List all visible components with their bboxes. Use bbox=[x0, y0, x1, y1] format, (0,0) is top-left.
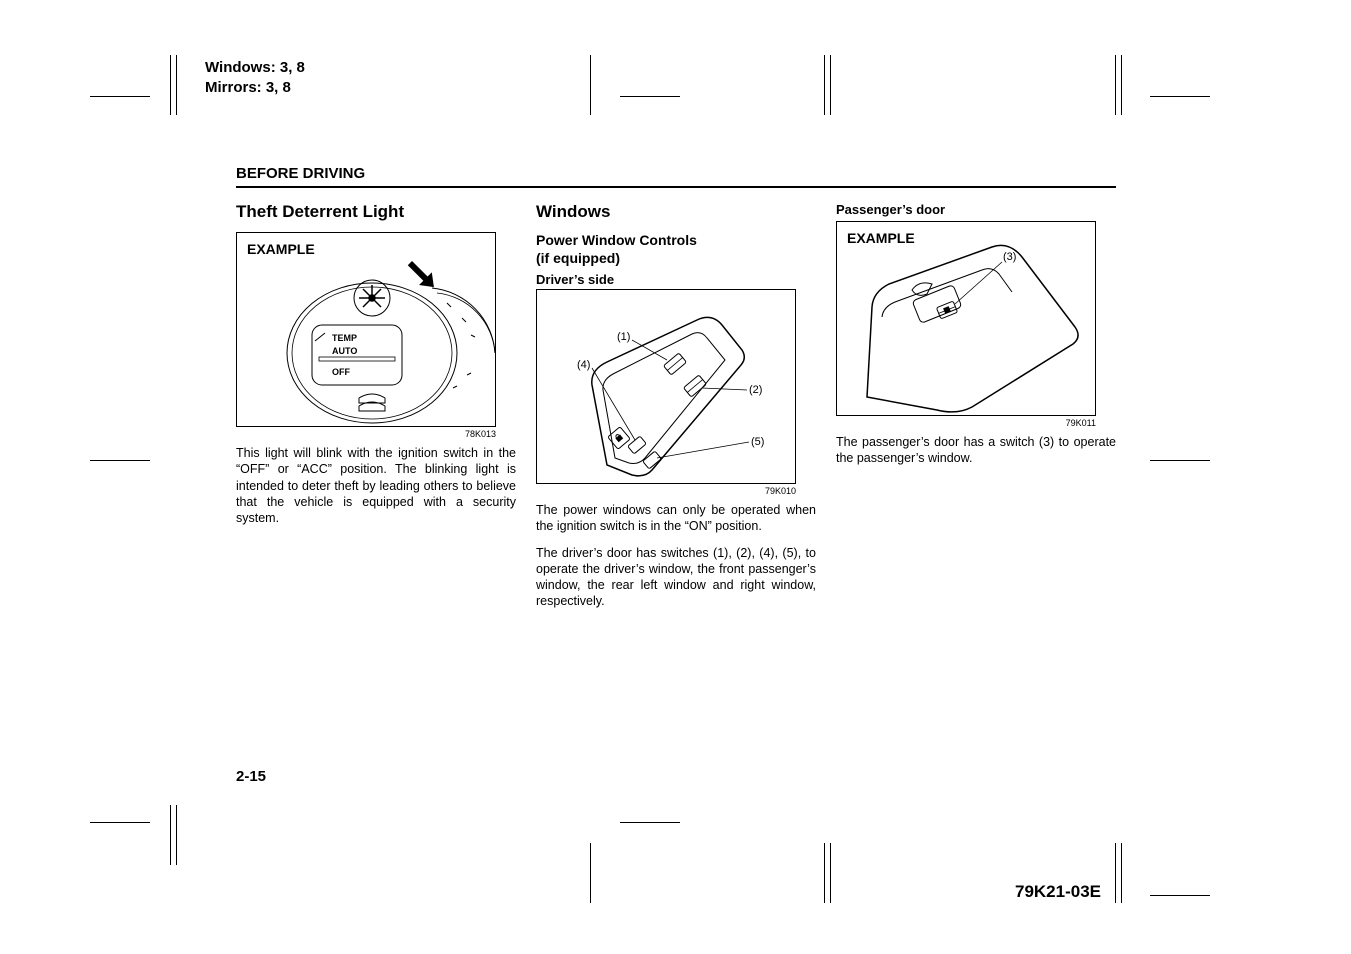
crop-mark bbox=[90, 822, 150, 823]
crop-mark bbox=[1121, 843, 1122, 903]
example-label: EXAMPLE bbox=[247, 241, 315, 257]
crop-mark bbox=[1115, 55, 1116, 115]
header-line-2: Mirrors: 3, 8 bbox=[205, 78, 305, 98]
label-off: OFF bbox=[332, 367, 350, 377]
columns: Theft Deterrent Light EXAMPLE bbox=[236, 202, 1116, 620]
col3-subtitle: Passenger’s door bbox=[836, 202, 1116, 217]
page-content: BEFORE DRIVING Theft Deterrent Light EXA… bbox=[236, 165, 1116, 620]
callout-5: (5) bbox=[751, 436, 764, 448]
dashboard-cluster-icon: TEMP AUTO OFF bbox=[237, 233, 496, 427]
section-header: BEFORE DRIVING bbox=[236, 165, 1116, 188]
col1-title: Theft Deterrent Light bbox=[236, 202, 516, 222]
crop-mark bbox=[590, 843, 591, 903]
col2-title: Windows bbox=[536, 202, 816, 222]
crop-mark bbox=[830, 55, 831, 115]
col2-subtitle1: Power Window Controls bbox=[536, 232, 816, 248]
crop-mark bbox=[1150, 895, 1210, 896]
callout-2: (2) bbox=[749, 384, 762, 396]
crop-mark bbox=[824, 843, 825, 903]
col2-subtitle3: Driver’s side bbox=[536, 272, 816, 287]
crop-mark bbox=[170, 805, 171, 865]
crop-mark bbox=[620, 822, 680, 823]
label-auto: AUTO bbox=[332, 346, 357, 356]
figure-theft-light: EXAMPLE bbox=[236, 232, 496, 427]
col2-subtitle2: (if equipped) bbox=[536, 250, 816, 266]
figure-passenger-controls: EXAMPLE bbox=[836, 221, 1096, 416]
label-temp: TEMP bbox=[332, 333, 357, 343]
figure-driver-controls: (1) (2) (4) (5) bbox=[536, 289, 796, 484]
crop-mark bbox=[1150, 96, 1210, 97]
crop-mark bbox=[90, 460, 150, 461]
column-3: Passenger’s door EXAMPLE bbox=[836, 202, 1116, 620]
figure-code-1: 78K013 bbox=[236, 429, 496, 439]
crop-mark bbox=[176, 805, 177, 865]
page-number: 2-15 bbox=[236, 768, 266, 785]
callout-1: (1) bbox=[617, 331, 630, 343]
figure-code-2: 79K010 bbox=[536, 486, 796, 496]
crop-mark bbox=[1121, 55, 1122, 115]
document-code: 79K21-03E bbox=[1015, 882, 1101, 902]
col3-body: The passenger’s door has a switch (3) to… bbox=[836, 434, 1116, 467]
example-label-3: EXAMPLE bbox=[847, 230, 915, 246]
passenger-window-switch-icon: (3) bbox=[837, 222, 1096, 416]
header-meta: Windows: 3, 8 Mirrors: 3, 8 bbox=[205, 58, 305, 99]
crop-mark bbox=[1150, 460, 1210, 461]
crop-mark bbox=[170, 55, 171, 115]
crop-mark bbox=[176, 55, 177, 115]
crop-mark bbox=[590, 55, 591, 115]
col2-body1: The power windows can only be operated w… bbox=[536, 502, 816, 535]
column-1: Theft Deterrent Light EXAMPLE bbox=[236, 202, 516, 620]
col1-body: This light will blink with the ignition … bbox=[236, 445, 516, 526]
figure-code-3: 79K011 bbox=[836, 418, 1096, 428]
crop-mark bbox=[90, 96, 150, 97]
col2-body2: The driver’s door has switches (1), (2),… bbox=[536, 545, 816, 610]
crop-mark bbox=[620, 96, 680, 97]
callout-4: (4) bbox=[577, 359, 590, 371]
crop-mark bbox=[830, 843, 831, 903]
crop-mark bbox=[1115, 843, 1116, 903]
header-line-1: Windows: 3, 8 bbox=[205, 58, 305, 78]
column-2: Windows Power Window Controls (if equipp… bbox=[536, 202, 816, 620]
crop-mark bbox=[824, 55, 825, 115]
callout-3: (3) bbox=[1003, 251, 1016, 263]
driver-window-switches-icon: (1) (2) (4) (5) bbox=[537, 290, 796, 484]
